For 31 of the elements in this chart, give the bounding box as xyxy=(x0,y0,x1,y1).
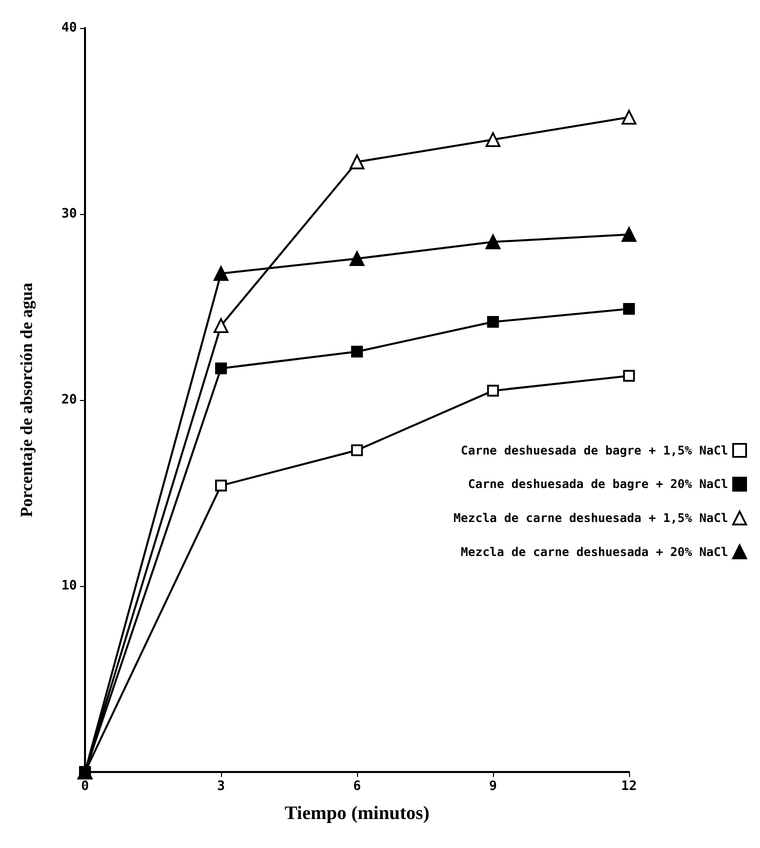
point xyxy=(486,234,500,250)
point xyxy=(351,346,363,358)
point xyxy=(214,266,228,281)
point xyxy=(350,154,364,170)
x-axis-title: Tiempo (minutos) xyxy=(284,803,430,824)
point xyxy=(215,362,227,374)
y-axis-title: Porcentaje de absorción de agua xyxy=(17,282,36,518)
legend-label: Carne deshuesada de bagre + 20% NaCl xyxy=(468,477,728,492)
legend-label: Carne deshuesada de bagre + 1,5% NaCl xyxy=(460,443,728,458)
point xyxy=(215,480,227,492)
y-tick-label: 10 xyxy=(61,578,78,594)
point xyxy=(350,251,364,266)
point xyxy=(214,318,228,333)
legend-label: Mezcla de carne deshuesada + 1,5% NaCl xyxy=(454,511,728,525)
point xyxy=(487,316,499,328)
point xyxy=(623,302,635,315)
x-tick-label: 0 xyxy=(81,779,90,794)
x-tick-label: 12 xyxy=(621,779,637,794)
x-tick-label: 3 xyxy=(217,779,225,794)
point xyxy=(351,444,363,456)
point xyxy=(622,227,636,242)
point xyxy=(622,110,636,125)
y-tick-label: 40 xyxy=(61,20,78,36)
point xyxy=(487,384,499,397)
x-tick-label: 9 xyxy=(489,779,497,794)
point xyxy=(486,132,500,147)
y-tick-label: 20 xyxy=(61,392,78,408)
point xyxy=(623,370,635,382)
y-tick-label: 30 xyxy=(61,206,78,222)
x-tick-label: 6 xyxy=(353,779,362,794)
legend-label: Mezcla de carne deshuesada + 20% NaCl xyxy=(460,544,728,559)
